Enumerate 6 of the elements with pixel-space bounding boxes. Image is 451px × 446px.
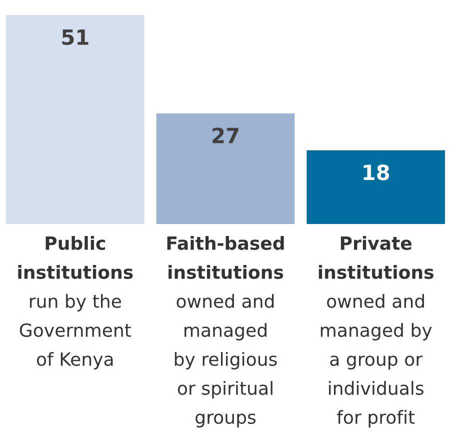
- x-tick-label: Public institutions run by the Government of Kenya: [18, 236, 133, 370]
- data-label: 51: [62, 30, 88, 46]
- data-label: 18: [364, 164, 390, 180]
- x-tick-label: Faith-based institutions owned and managed by religious or spiritual groups: [167, 236, 284, 428]
- x-tick-label: Private institutions owned and managed by a group or individuals for profit: [318, 236, 434, 428]
- data-label: 27: [212, 128, 238, 144]
